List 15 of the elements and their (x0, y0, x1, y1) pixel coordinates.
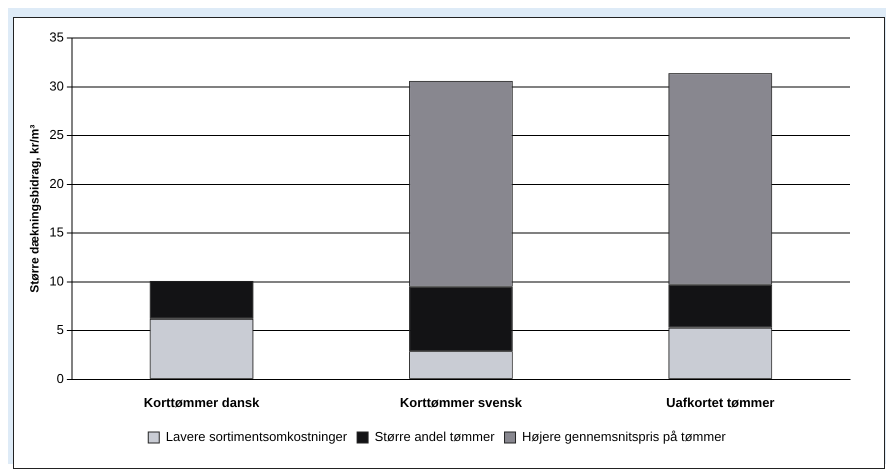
x-tick-label: Uafkortet tømmer (666, 394, 774, 410)
y-tick-label: 20 (49, 176, 64, 191)
legend-label: Lavere sortimentsomkostninger (166, 429, 348, 444)
legend-label: Højere gennemsnitspris på tømmer (522, 429, 726, 444)
y-tick-label: 35 (49, 30, 64, 45)
y-tick-label: 5 (56, 322, 64, 338)
y-tick-label: 25 (49, 127, 64, 142)
y-tick-label: 30 (49, 78, 64, 94)
y-tick-label: 10 (49, 273, 64, 288)
x-tick-label: Korttømmer svensk (400, 394, 523, 410)
legend-label: Større andel tømmer (374, 429, 496, 444)
y-tick-label: 0 (56, 370, 64, 386)
y-tick-label: 15 (49, 224, 64, 240)
y-axis-title: Større dækningsbidrag, kr/m³ (28, 124, 42, 293)
x-tick-label: Korttømmer dansk (144, 394, 260, 410)
